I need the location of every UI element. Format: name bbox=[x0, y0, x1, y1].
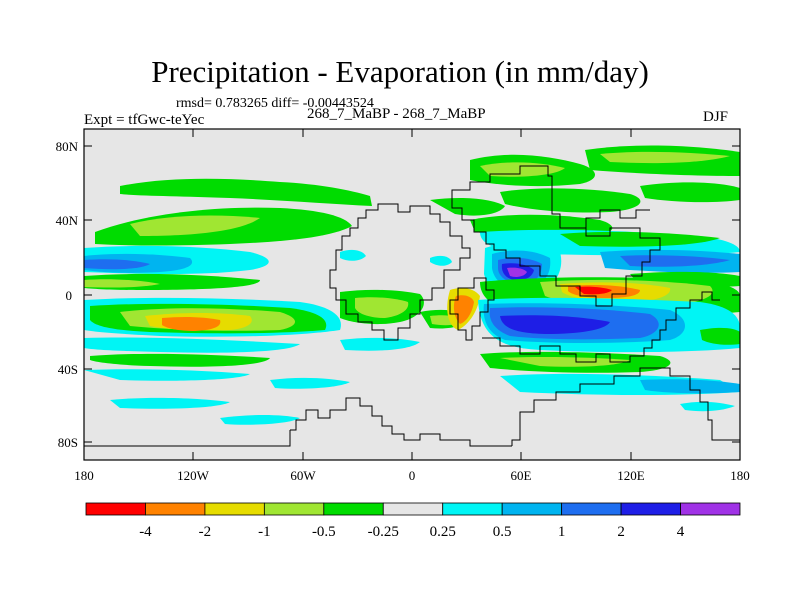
x-tick-label: 60E bbox=[511, 468, 532, 483]
colorbar-swatch bbox=[680, 502, 741, 516]
coastlines bbox=[84, 165, 740, 447]
continent-outline bbox=[585, 209, 650, 228]
continent-outline bbox=[451, 165, 661, 307]
colorbar-swatch bbox=[382, 502, 444, 516]
continent-outline bbox=[449, 277, 495, 341]
field-patch bbox=[84, 259, 150, 270]
field-patch bbox=[507, 267, 527, 277]
field-patch bbox=[340, 337, 420, 351]
field-patch bbox=[600, 151, 730, 164]
colorbar-swatch bbox=[145, 502, 206, 516]
colorbar-label: 0.5 bbox=[493, 524, 512, 540]
colorbar-swatch bbox=[204, 502, 265, 516]
field-patch bbox=[620, 255, 730, 267]
colorbar-label: 0.25 bbox=[430, 524, 456, 540]
field-patch bbox=[575, 286, 612, 295]
field-patch bbox=[84, 369, 250, 381]
continent-outline bbox=[84, 430, 291, 447]
colorbar-swatch bbox=[323, 502, 384, 516]
colorbar-label: -4 bbox=[139, 524, 152, 540]
colorbar-swatch bbox=[263, 502, 325, 516]
y-tick-label: 40S bbox=[58, 362, 78, 377]
field-patch bbox=[340, 249, 366, 261]
field-patch bbox=[430, 198, 505, 216]
field-patch bbox=[500, 356, 630, 367]
experiment-label: Expt = tfGwc-teYec bbox=[84, 112, 205, 128]
field-patch bbox=[500, 188, 641, 213]
y-tick-label: 80S bbox=[58, 435, 78, 450]
tick-marks bbox=[84, 129, 740, 460]
y-tick-label: 80N bbox=[56, 139, 79, 154]
colorbar-label: -2 bbox=[199, 524, 212, 540]
x-tick-label: 60W bbox=[290, 468, 316, 483]
field-patch bbox=[162, 316, 221, 331]
x-tick-label: 120W bbox=[177, 468, 210, 483]
colorbar-swatch bbox=[561, 502, 622, 516]
continent-outline bbox=[511, 367, 740, 446]
field-patch bbox=[120, 178, 372, 206]
colorbar-swatch bbox=[442, 502, 503, 516]
continent-outline bbox=[329, 203, 471, 341]
field-patch bbox=[110, 397, 230, 409]
colorbar-label: -1 bbox=[258, 524, 271, 540]
continent-outline bbox=[290, 397, 512, 447]
colorbar-label: -0.25 bbox=[368, 524, 399, 540]
field-patch bbox=[640, 182, 740, 203]
season-label: DJF bbox=[703, 109, 729, 125]
colorbar-label: 1 bbox=[558, 524, 566, 540]
x-tick-label: 0 bbox=[409, 468, 416, 483]
x-tick-label: 180 bbox=[730, 468, 750, 483]
field-patch bbox=[700, 327, 740, 345]
field-patch bbox=[355, 297, 409, 318]
field-patch bbox=[130, 215, 260, 236]
rmsd-diff-label: rmsd= 0.783265 diff= -0.00443524 bbox=[176, 96, 374, 111]
colorbar-label: -0.5 bbox=[312, 524, 336, 540]
field-patch bbox=[84, 337, 300, 353]
y-tick-label: 0 bbox=[66, 288, 73, 303]
field-patch bbox=[453, 295, 474, 324]
field-patch bbox=[84, 279, 160, 288]
colorbar-swatch bbox=[85, 502, 146, 516]
continent-outline bbox=[482, 291, 720, 363]
field-patch bbox=[500, 315, 610, 334]
colorbar-swatch bbox=[501, 502, 563, 516]
field-patch bbox=[220, 415, 300, 425]
field-patch bbox=[90, 353, 270, 367]
field-patch bbox=[430, 255, 452, 266]
colorbar-swatch bbox=[620, 502, 681, 516]
y-tick-label: 40N bbox=[56, 213, 79, 228]
field-patch bbox=[270, 377, 350, 389]
colorbar-label: 2 bbox=[617, 524, 625, 540]
x-tick-label: 180 bbox=[74, 468, 94, 483]
colorbar: -4 -2 -1 -0.5 -0.25 0.25 0.5 1 2 4 bbox=[85, 502, 741, 540]
field-layer bbox=[84, 145, 740, 425]
x-tick-label: 120E bbox=[617, 468, 645, 483]
map-title: Precipitation - Evaporation (in mm/day) bbox=[151, 54, 649, 89]
colorbar-label: 4 bbox=[677, 524, 685, 540]
runs-label: 268_7_MaBP - 268_7_MaBP bbox=[307, 106, 486, 122]
